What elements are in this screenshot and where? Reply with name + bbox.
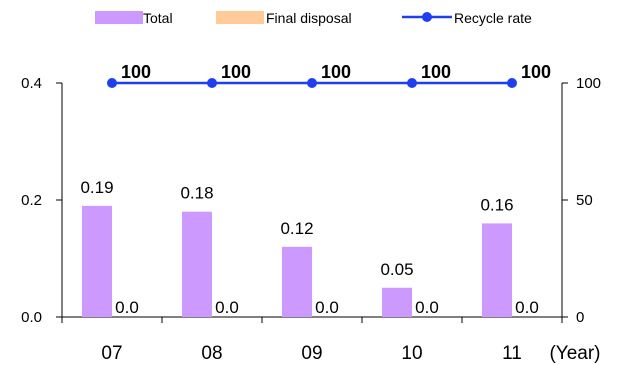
final-disposal-value-label: 0.0 [215, 298, 239, 317]
x-axis-tick-label: 10 [401, 343, 422, 364]
total-value-label: 0.12 [280, 219, 313, 238]
recycle-rate-value-label: 100 [421, 62, 451, 82]
total-value-label: 0.18 [180, 184, 213, 203]
total-value-label: 0.05 [380, 260, 413, 279]
total-bar [282, 246, 312, 317]
recycle-rate-value-label: 100 [221, 62, 251, 82]
data-labels: 0.19 0.18 0.12 0.05 0.16 0.0 0.0 0.0 0.0 0.0 100 10… [80, 62, 551, 317]
x-axis-tick-label: 09 [301, 343, 322, 364]
right-axis-tick-label: 50 [576, 192, 593, 209]
legend-label-recycle-rate: Recycle rate [454, 10, 532, 26]
legend-swatch-total [95, 11, 143, 24]
legend-marker-recycle-rate [422, 12, 432, 22]
right-axis-tick-label: 100 [576, 75, 601, 92]
legend: Total Final disposal Recycle rate [95, 10, 532, 26]
final-disposal-value-label: 0.0 [415, 298, 439, 317]
x-axis-tick-label: 08 [201, 343, 222, 364]
x-axis-tick-label: 11 [502, 343, 522, 364]
legend-label-total: Total [143, 10, 173, 26]
recycle-rate-value-label: 100 [321, 62, 351, 82]
recycle-rate-line [107, 78, 517, 88]
total-bar [82, 205, 112, 317]
left-axis-tick-label: 0.4 [21, 75, 42, 92]
legend-label-final-disposal: Final disposal [266, 10, 352, 26]
final-disposal-value-label: 0.0 [315, 298, 339, 317]
x-axis-label: (Year) [549, 343, 600, 364]
recycle-rate-value-label: 100 [521, 62, 551, 82]
axes: 0.0 0.2 0.4 0 50 100 07 08 09 10 11 (Year) [21, 75, 601, 364]
recycle-rate-point [507, 78, 517, 88]
total-value-label: 0.19 [80, 178, 113, 197]
right-axis-tick-label: 0 [576, 309, 584, 326]
recycle-rate-point [407, 78, 417, 88]
bars [82, 205, 512, 317]
final-disposal-value-label: 0.0 [515, 298, 539, 317]
recycle-rate-point [107, 78, 117, 88]
recycle-rate-point [307, 78, 317, 88]
left-axis-tick-label: 0.2 [21, 192, 42, 209]
legend-swatch-final-disposal [216, 11, 264, 24]
x-axis-tick-label: 07 [101, 343, 122, 364]
left-axis-tick-label: 0.0 [21, 309, 42, 326]
total-bar [182, 211, 212, 317]
recycle-rate-value-label: 100 [121, 62, 151, 82]
total-value-label: 0.16 [480, 195, 513, 214]
total-bar [482, 223, 512, 317]
total-bar [382, 287, 412, 317]
recycle-rate-point [207, 78, 217, 88]
final-disposal-value-label: 0.0 [115, 298, 139, 317]
